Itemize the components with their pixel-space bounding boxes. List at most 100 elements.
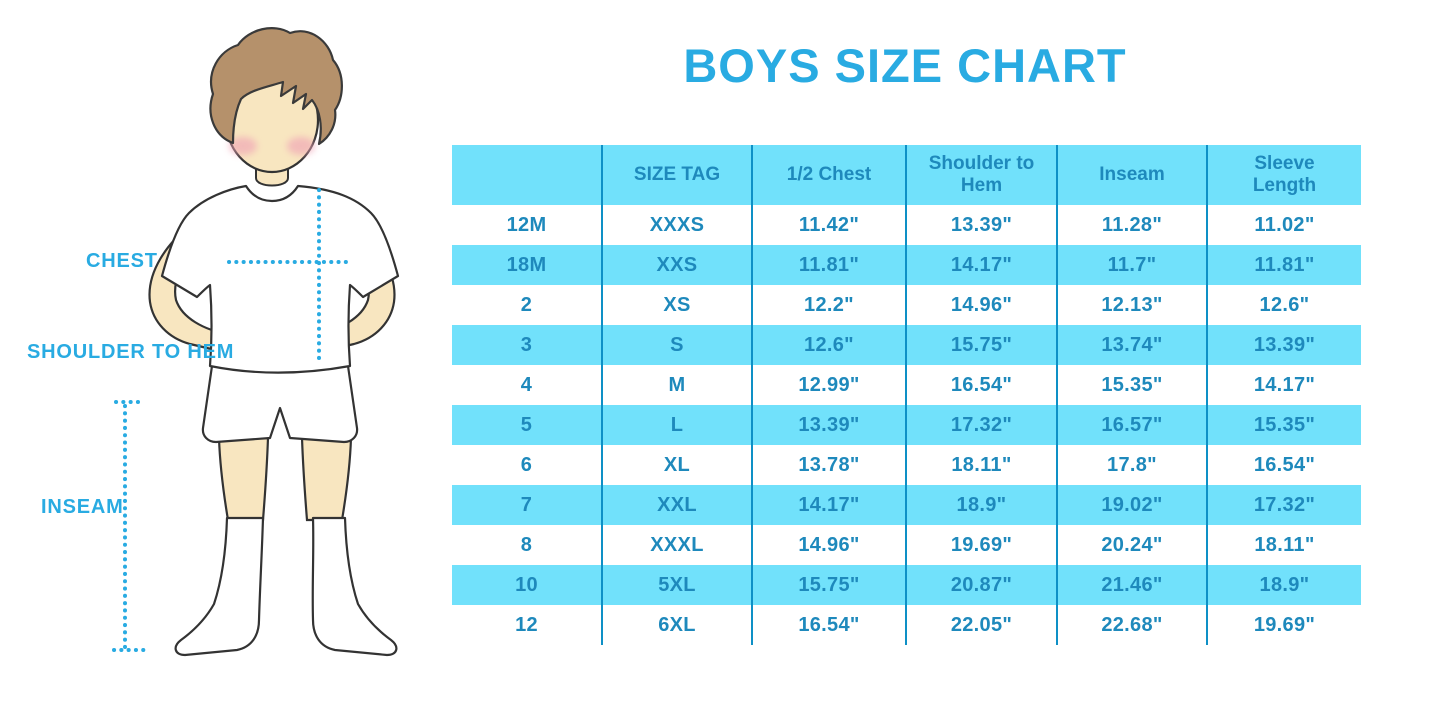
size-label-cell: 12 (452, 605, 603, 645)
measurement-cell: 18.11" (1254, 533, 1315, 556)
column-header-shoulder-to-hem: Shoulder to Hem (906, 145, 1058, 205)
table-row: 10 5XL 15.75" 20.87" 21.46" 18.9" (452, 565, 1361, 605)
measurement-cell: 14.17" (752, 485, 907, 525)
measurement-cell: 12.2" (752, 285, 907, 325)
measurement-cell: XXXS (602, 205, 753, 245)
size-table-body: 12M XXXS 11.42" 13.39" 11.28" 11.02" 18M XXS 11.… (452, 205, 1361, 645)
table-row: 18M XXS 11.81" 14.17" 11.7" 11.81" (452, 245, 1361, 285)
table-row: 7 XXL 14.17" 18.9" 19.02" 17.32" (452, 485, 1361, 525)
size-chart-table: SIZE TAG 1/2 Chest Shoulder to Hem Insea… (452, 145, 1361, 645)
size-table-header: SIZE TAG 1/2 Chest Shoulder to Hem Insea… (452, 145, 1361, 205)
measurement-cell: 14.17" (1253, 373, 1316, 396)
measurement-cell: XXXL (602, 525, 753, 565)
measurement-cell: XL (602, 445, 753, 485)
boy-hair (209, 27, 343, 146)
boy-left-cheek-blush (229, 137, 257, 155)
measurement-cell: S (602, 325, 753, 365)
size-label-cell: 2 (452, 285, 603, 325)
measurement-cell: 15.35" (1057, 365, 1208, 405)
measurement-cell: 16.57" (1057, 405, 1208, 445)
measurement-cell: 11.42" (752, 205, 907, 245)
measurement-cell: 17.8" (1057, 445, 1208, 485)
boy-figure-svg (112, 27, 400, 657)
table-row: 12 6XL 16.54" 22.05" 22.68" 19.69" (452, 605, 1361, 645)
size-label-cell: 8 (452, 525, 603, 565)
measurement-cell: 11.28" (1057, 205, 1208, 245)
table-row: 3 S 12.6" 15.75" 13.74" 13.39" (452, 325, 1361, 365)
measurement-cell: 11.81" (752, 245, 907, 285)
measurement-cell: 22.68" (1057, 605, 1208, 645)
table-row: 2 XS 12.2" 14.96" 12.13" 12.6" (452, 285, 1361, 325)
measurement-cell: 20.87" (906, 565, 1058, 605)
column-header-age (452, 145, 603, 205)
size-label-cell: 5 (452, 405, 603, 445)
measurement-cell: 6XL (602, 605, 753, 645)
measurement-cell: 17.32" (1253, 493, 1316, 516)
measurement-cell: 19.69" (906, 525, 1058, 565)
measurement-cell: 16.54" (1253, 453, 1316, 476)
boy-tshirt (160, 184, 400, 374)
measurement-cell: 16.54" (752, 605, 907, 645)
measurement-cell: 13.74" (1057, 325, 1208, 365)
measurement-cell: 18.9" (1259, 573, 1310, 596)
size-label-cell: 12M (452, 205, 603, 245)
boy-right-sock (311, 516, 398, 657)
measurement-cell: XXS (602, 245, 753, 285)
measurement-cell: 12.6" (1259, 293, 1310, 316)
boy-figure-illustration: CHEST SHOULDER TO HEM INSEAM (0, 0, 450, 723)
size-label-cell: 4 (452, 365, 603, 405)
measurement-cell: 12.99" (752, 365, 907, 405)
measurement-cell: 11.81" (1254, 253, 1315, 276)
measurement-cell: 14.96" (906, 285, 1058, 325)
measurement-cell: 13.39" (1253, 333, 1316, 356)
size-label-cell: 18M (452, 245, 603, 285)
header-row: SIZE TAG 1/2 Chest Shoulder to Hem Insea… (452, 145, 1361, 205)
column-header-sleeve-length: Sleeve Length (1207, 145, 1361, 205)
measurement-cell: 11.02" (1254, 213, 1315, 236)
measurement-cell: 13.39" (906, 205, 1058, 245)
measurement-cell: 22.05" (906, 605, 1058, 645)
measurement-cell: 11.7" (1057, 245, 1208, 285)
chest-label: CHEST (86, 250, 158, 272)
boy-shorts (201, 364, 359, 444)
boy-left-sock (174, 516, 265, 657)
measurement-cell: 19.02" (1057, 485, 1208, 525)
measurement-cell: 15.75" (752, 565, 907, 605)
measurement-cell: M (602, 365, 753, 405)
measurement-cell: 17.32" (906, 405, 1058, 445)
table-row: 12M XXXS 11.42" 13.39" 11.28" 11.02" (452, 205, 1361, 245)
measurement-cell: 16.54" (906, 365, 1058, 405)
table-row: 6 XL 13.78" 18.11" 17.8" 16.54" (452, 445, 1361, 485)
table-row: 8 XXXL 14.96" 19.69" 20.24" 18.11" (452, 525, 1361, 565)
measurement-cell: XXL (602, 485, 753, 525)
boy-right-cheek-blush (287, 137, 315, 155)
measurement-cell: 5XL (602, 565, 753, 605)
column-header-half-chest: 1/2 Chest (752, 145, 907, 205)
measurement-cell: 12.6" (752, 325, 907, 365)
page-title: BOYS SIZE CHART (683, 39, 1127, 92)
column-header-inseam: Inseam (1057, 145, 1208, 205)
measurement-cell: 13.39" (752, 405, 907, 445)
measurement-cell: 14.96" (752, 525, 907, 565)
measurement-cell: 13.78" (752, 445, 907, 485)
shoulder-to-hem-label: SHOULDER TO HEM (27, 341, 235, 363)
inseam-label: INSEAM (41, 496, 124, 518)
table-row: 5 L 13.39" 17.32" 16.57" 15.35" (452, 405, 1361, 445)
measurement-cell: 19.69" (1253, 613, 1316, 636)
measurement-cell: 14.17" (906, 245, 1058, 285)
measurement-cell: XS (602, 285, 753, 325)
boy-right-leg (300, 436, 353, 522)
column-header-size-tag: SIZE TAG (602, 145, 753, 205)
table-row: 4 M 12.99" 16.54" 15.35" 14.17" (452, 365, 1361, 405)
size-label-cell: 7 (452, 485, 603, 525)
measurement-cell: 18.11" (906, 445, 1058, 485)
measurement-cell: 20.24" (1057, 525, 1208, 565)
measurement-cell: 15.75" (906, 325, 1058, 365)
measurement-cell: 12.13" (1057, 285, 1208, 325)
size-label-cell: 3 (452, 325, 603, 365)
size-label-cell: 6 (452, 445, 603, 485)
measurement-cell: 18.9" (906, 485, 1058, 525)
size-label-cell: 10 (452, 565, 603, 605)
measurement-cell: 15.35" (1253, 413, 1316, 436)
